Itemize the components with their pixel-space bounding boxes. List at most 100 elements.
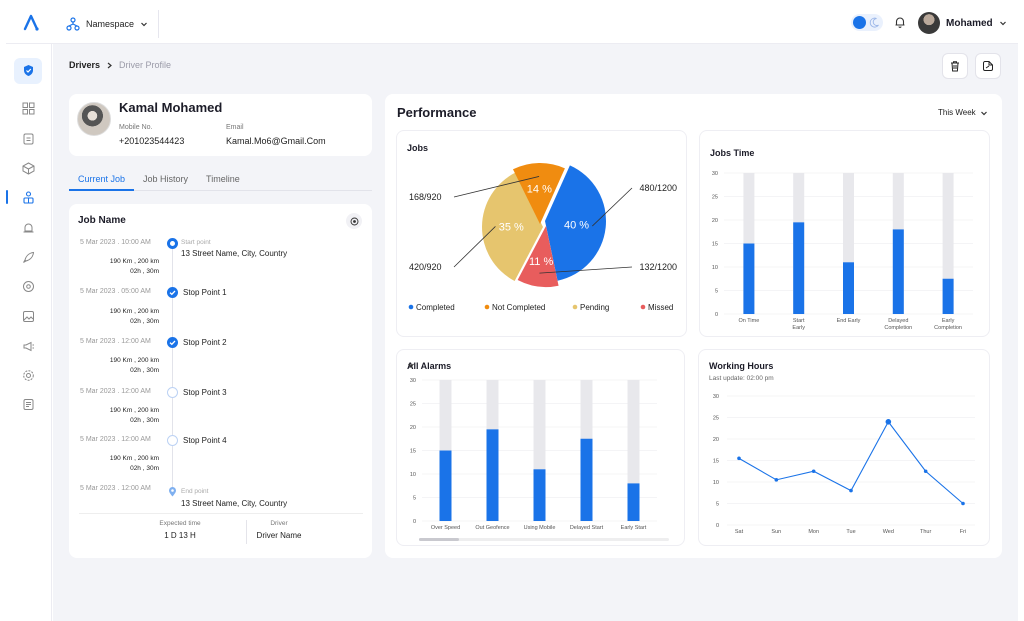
timeline-distance: 190 Km , 200 km <box>109 357 159 364</box>
legend-label: Completed <box>416 303 455 312</box>
data-point <box>923 469 928 474</box>
timeline-duration: 02h , 30m <box>130 318 159 325</box>
x-tick-label: Mon <box>808 529 819 535</box>
range-selector[interactable]: This Week <box>938 108 988 117</box>
box-icon[interactable] <box>22 162 35 175</box>
bar <box>843 262 854 314</box>
shield-icon[interactable] <box>22 64 35 77</box>
pie-slice-pending <box>482 172 543 282</box>
settings-icon[interactable] <box>22 369 35 382</box>
tab-current-job[interactable]: Current Job <box>69 170 135 191</box>
bar-background <box>843 173 854 314</box>
stop-point-name[interactable]: Stop Point 1 <box>183 288 227 297</box>
range-label: This Week <box>938 108 976 117</box>
alarms-selector[interactable]: All Alarms <box>407 361 451 371</box>
bar <box>533 469 546 521</box>
end-point-address[interactable]: 13 Street Name, City, Country <box>181 499 288 508</box>
x-tick-label: Wed <box>883 529 894 535</box>
timeline-time: 5 Mar 2023 . 12:00 AM <box>80 388 151 395</box>
jobs-title: Jobs <box>407 143 429 153</box>
clipboard-icon[interactable] <box>22 132 35 145</box>
app-logo-icon[interactable] <box>22 14 40 32</box>
breadcrumb-drivers[interactable]: Drivers <box>69 60 101 70</box>
stop-point-name[interactable]: Stop Point 4 <box>183 436 227 445</box>
data-point <box>774 478 779 482</box>
bar-background <box>942 173 954 314</box>
x-tick-label: Completion <box>934 325 962 331</box>
job-summary: Expected time 1 D 13 H Driver Driver Nam… <box>79 513 363 549</box>
sidebar <box>6 44 52 621</box>
timeline-duration: 02h , 30m <box>130 417 159 424</box>
breadcrumb-current: Driver Profile <box>119 60 172 70</box>
dashboard-icon[interactable] <box>22 102 35 115</box>
rocket-icon[interactable] <box>22 251 35 264</box>
y-tick-label: 30 <box>713 394 719 400</box>
y-tick-label: 10 <box>712 265 718 271</box>
pending-point-marker <box>167 387 178 398</box>
alarm-icon[interactable] <box>22 221 35 234</box>
pie-callout-value: 132/1200 <box>639 262 677 272</box>
timeline-distance: 190 Km , 200 km <box>109 308 159 315</box>
check-icon <box>167 287 178 298</box>
expected-time-label: Expected time <box>159 520 201 527</box>
avatar <box>918 12 940 34</box>
stop-point-name[interactable]: Stop Point 2 <box>183 338 227 347</box>
pie-callout-value: 420/920 <box>409 262 442 272</box>
stop-point-name[interactable]: Stop Point 3 <box>183 388 227 397</box>
timeline-time: 5 Mar 2023 . 12:00 AM <box>80 338 151 345</box>
delete-button[interactable] <box>942 53 968 79</box>
pie-callout-value: 480/1200 <box>639 183 677 193</box>
scrollbar-thumb <box>419 538 459 541</box>
x-tick-label: On Time <box>739 318 760 324</box>
pie-callout-line <box>453 176 540 198</box>
x-tick-label: Completion <box>884 325 912 331</box>
export-button[interactable] <box>975 53 1001 79</box>
driver-value: Driver Name <box>256 531 302 540</box>
megaphone-icon[interactable] <box>22 340 35 353</box>
alarms-panel: All Alarms 0 5 10 15 20 25 30 Over Speed Out Geo… <box>396 349 685 546</box>
x-tick-label: End Early <box>837 318 861 324</box>
data-point <box>737 456 741 461</box>
main-content: Drivers Driver Profile Kamal Mohamed Mob… <box>53 44 1018 621</box>
namespace-label: Namespace <box>86 19 135 29</box>
user-name: Mohamed <box>946 17 993 29</box>
locate-button[interactable] <box>346 213 362 229</box>
bell-icon[interactable] <box>893 15 907 29</box>
document-icon[interactable] <box>22 398 35 411</box>
legend-label: Not Completed <box>492 303 545 312</box>
pie-percent-label: 35 % <box>499 222 524 234</box>
x-tick-label: Thur <box>920 529 931 535</box>
driver-avatar <box>77 102 111 136</box>
mobile-label: Mobile No. <box>119 124 153 131</box>
y-tick-label: 30 <box>410 378 416 384</box>
image-icon[interactable] <box>22 310 35 323</box>
y-tick-label: 10 <box>410 472 416 478</box>
timeline-duration: 02h , 30m <box>130 367 159 374</box>
tab-job-history[interactable]: Job History <box>143 174 189 184</box>
timeline-time: 5 Mar 2023 . 12:00 AM <box>80 436 151 443</box>
working-hours-title: Working Hours <box>709 361 774 371</box>
drivers-icon[interactable] <box>22 191 35 204</box>
tab-timeline[interactable]: Timeline <box>206 174 240 184</box>
y-tick-label: 25 <box>410 402 416 408</box>
bar <box>892 229 904 314</box>
user-menu[interactable]: Mohamed <box>918 12 1007 34</box>
target-icon <box>350 217 358 225</box>
start-point-address[interactable]: 13 Street Name, City, Country <box>181 249 288 258</box>
y-tick-label: 25 <box>712 195 718 201</box>
start-point-marker <box>167 238 178 249</box>
pie-percent-label: 11 % <box>529 256 553 268</box>
driver-profile-card: Kamal Mohamed Mobile No. +201023544423 E… <box>69 94 372 156</box>
y-tick-label: 20 <box>713 437 719 443</box>
badge-icon[interactable] <box>22 280 35 293</box>
y-tick-label: 0 <box>413 519 416 525</box>
email-label: Email <box>226 124 244 131</box>
namespace-selector[interactable]: Namespace <box>66 14 148 34</box>
chevron-right-icon <box>107 62 112 68</box>
theme-toggle[interactable] <box>851 14 883 31</box>
jobs-pie-chart: 40 % 480/1200 11 % 132/1200 35 % 420/920 14 % 1… <box>408 163 677 312</box>
sidebar-active-marker <box>6 190 8 204</box>
x-tick-label: Start <box>793 318 805 324</box>
timeline-time: 5 Mar 2023 . 12:00 AM <box>80 485 151 492</box>
